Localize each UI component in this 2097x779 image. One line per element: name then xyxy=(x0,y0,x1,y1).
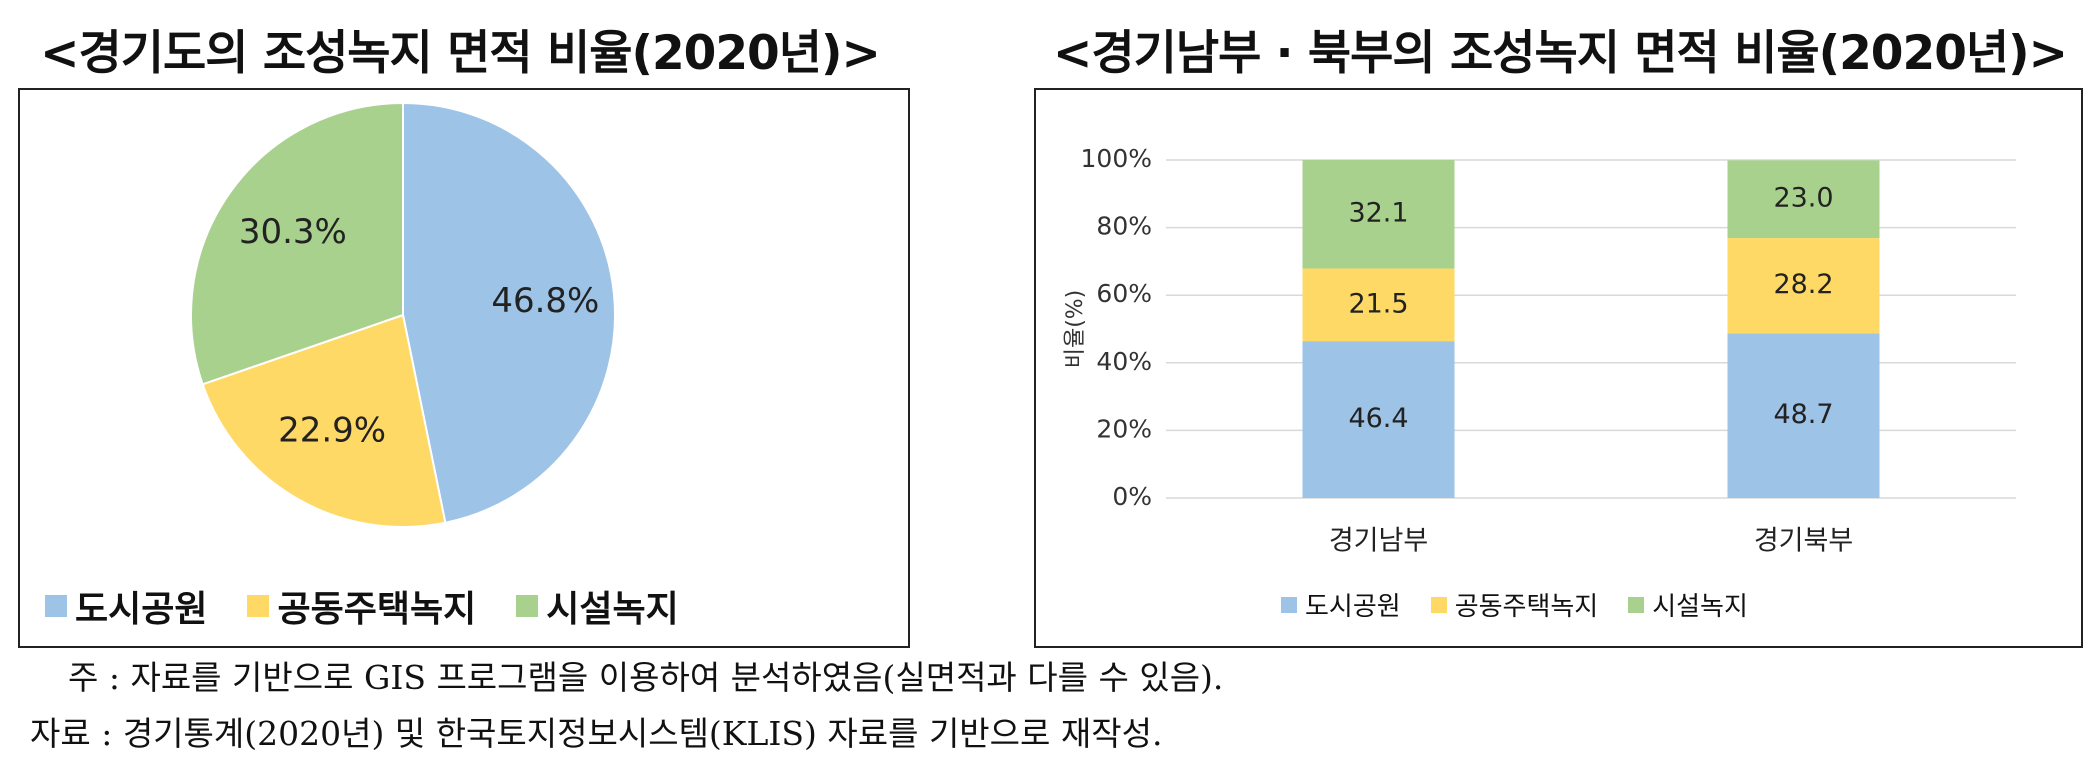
pie-legend: 도시공원 공동주택녹지 시설녹지 xyxy=(45,580,679,632)
legend-item-facility-green: 시설녹지 xyxy=(516,580,679,632)
pie-slice-urban-park xyxy=(402,101,616,524)
x-category-label: 경기북부 xyxy=(1754,526,1853,557)
bar-legend-label-facility-green: 시설녹지 xyxy=(1652,592,1748,622)
bar-legend-label-apartment-green: 공동주택녹지 xyxy=(1454,592,1599,622)
x-category-label: 경기남부 xyxy=(1329,526,1428,557)
bar-data-label-facility-green: 32.1 xyxy=(1348,198,1408,229)
bar-segment-facility-green xyxy=(1727,160,1880,239)
y-tick-label: 0% xyxy=(1112,482,1152,511)
bar-segment-apartment-green xyxy=(1302,268,1455,342)
bar-segment-urban-park xyxy=(1727,333,1880,498)
right-chart-title: <경기남부 · 북부의 조성녹지 면적 비율(2020년)> xyxy=(1052,26,2068,81)
y-axis-label: 비율(%) xyxy=(1063,290,1088,369)
bar-segment-apartment-green xyxy=(1727,238,1880,334)
pie-slice-facility-green xyxy=(190,101,404,386)
y-tick-label: 100% xyxy=(1081,144,1152,173)
legend-item-urban-park: 도시공원 xyxy=(45,580,207,632)
bar-data-label-apartment-green: 21.5 xyxy=(1348,288,1408,319)
stacked-bar-panel: 0% 20% 40% 60% 80% 100% 비율(%) 46.4 21.5 32.1 경기남부 4… xyxy=(1034,88,2083,648)
bar-data-label-apartment-green: 28.2 xyxy=(1773,269,1833,300)
bar-legend-item-apartment-green: 공동주택녹지 xyxy=(1430,586,1599,623)
legend-item-apartment-green: 공동주택녹지 xyxy=(247,580,476,632)
bar-legend-swatch-facility-green xyxy=(1628,596,1645,613)
bar-segment-facility-green xyxy=(1302,160,1455,269)
legend-label-facility-green: 시설녹지 xyxy=(546,589,679,630)
y-tick-label: 60% xyxy=(1096,279,1152,308)
legend-swatch-urban-park xyxy=(45,595,67,617)
bar-legend: 도시공원 공동주택녹지 시설녹지 xyxy=(1281,586,1748,623)
legend-label-urban-park: 도시공원 xyxy=(75,589,208,630)
bar-data-label-facility-green: 23.0 xyxy=(1773,183,1833,214)
left-chart-title: <경기도의 조성녹지 면적 비율(2020년)> xyxy=(40,26,881,81)
bar-legend-swatch-apartment-green xyxy=(1430,596,1447,613)
legend-swatch-apartment-green xyxy=(247,595,270,617)
y-tick-label: 40% xyxy=(1096,347,1152,376)
legend-swatch-facility-green xyxy=(516,595,539,617)
pie-label-urban-park: 46.8% xyxy=(491,281,599,321)
pie-chart: 46.8% 22.9% 30.3% xyxy=(190,101,616,528)
bar-data-label-urban-park: 48.7 xyxy=(1773,399,1833,430)
source-text: 자료 : 경기통계(2020년) 및 한국토지정보시스템(KLIS) 자료를 기… xyxy=(30,714,1163,753)
bar-legend-item-urban-park: 도시공원 xyxy=(1281,586,1401,623)
y-tick-label: 20% xyxy=(1096,414,1152,443)
legend-label-apartment-green: 공동주택녹지 xyxy=(277,589,477,630)
bar-legend-item-facility-green: 시설녹지 xyxy=(1628,586,1748,623)
pie-chart-panel: 46.8% 22.9% 30.3% 도시공원 공동주택녹지 시설녹지 xyxy=(18,88,910,648)
stacked-bar-chart: 0% 20% 40% 60% 80% 100% 비율(%) 46.4 21.5 32.1 경기남부 4… xyxy=(1063,144,2016,557)
pie-slice-apartment-green xyxy=(201,313,447,528)
bar-data-label-urban-park: 46.4 xyxy=(1348,403,1408,434)
bar-legend-swatch-urban-park xyxy=(1281,596,1297,613)
pie-label-apartment-green: 22.9% xyxy=(278,410,386,450)
bar-legend-label-urban-park: 도시공원 xyxy=(1305,592,1401,622)
bar-segment-urban-park xyxy=(1302,341,1455,498)
pie-label-facility-green: 30.3% xyxy=(239,212,347,252)
note-text: 주 : 자료를 기반으로 GIS 프로그램을 이용하여 분석하였음(실면적과 다… xyxy=(68,658,1224,697)
y-tick-label: 80% xyxy=(1096,212,1152,241)
footnotes: 주 : 자료를 기반으로 GIS 프로그램을 이용하여 분석하였음(실면적과 다… xyxy=(30,650,1223,762)
